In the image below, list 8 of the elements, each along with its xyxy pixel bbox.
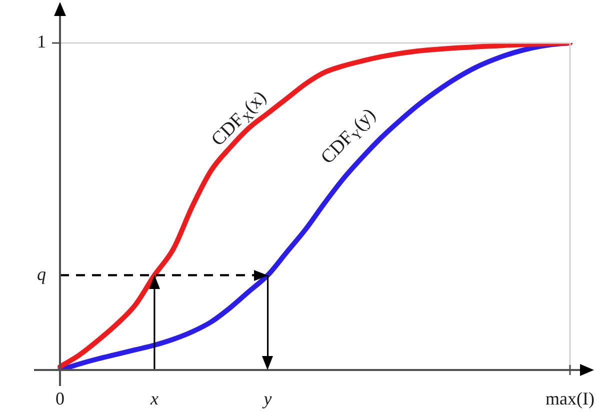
ref-line-label: q — [37, 264, 46, 284]
x-tick-label: y — [262, 388, 272, 409]
x-tick-label: 0 — [56, 388, 64, 409]
ref-line-label: 1 — [37, 32, 46, 52]
text: CDFY(y) — [317, 104, 380, 168]
text: CDFX(x) — [208, 86, 271, 150]
x-tick-label: max(I) — [546, 388, 594, 409]
x-tick-label: x — [149, 388, 158, 409]
